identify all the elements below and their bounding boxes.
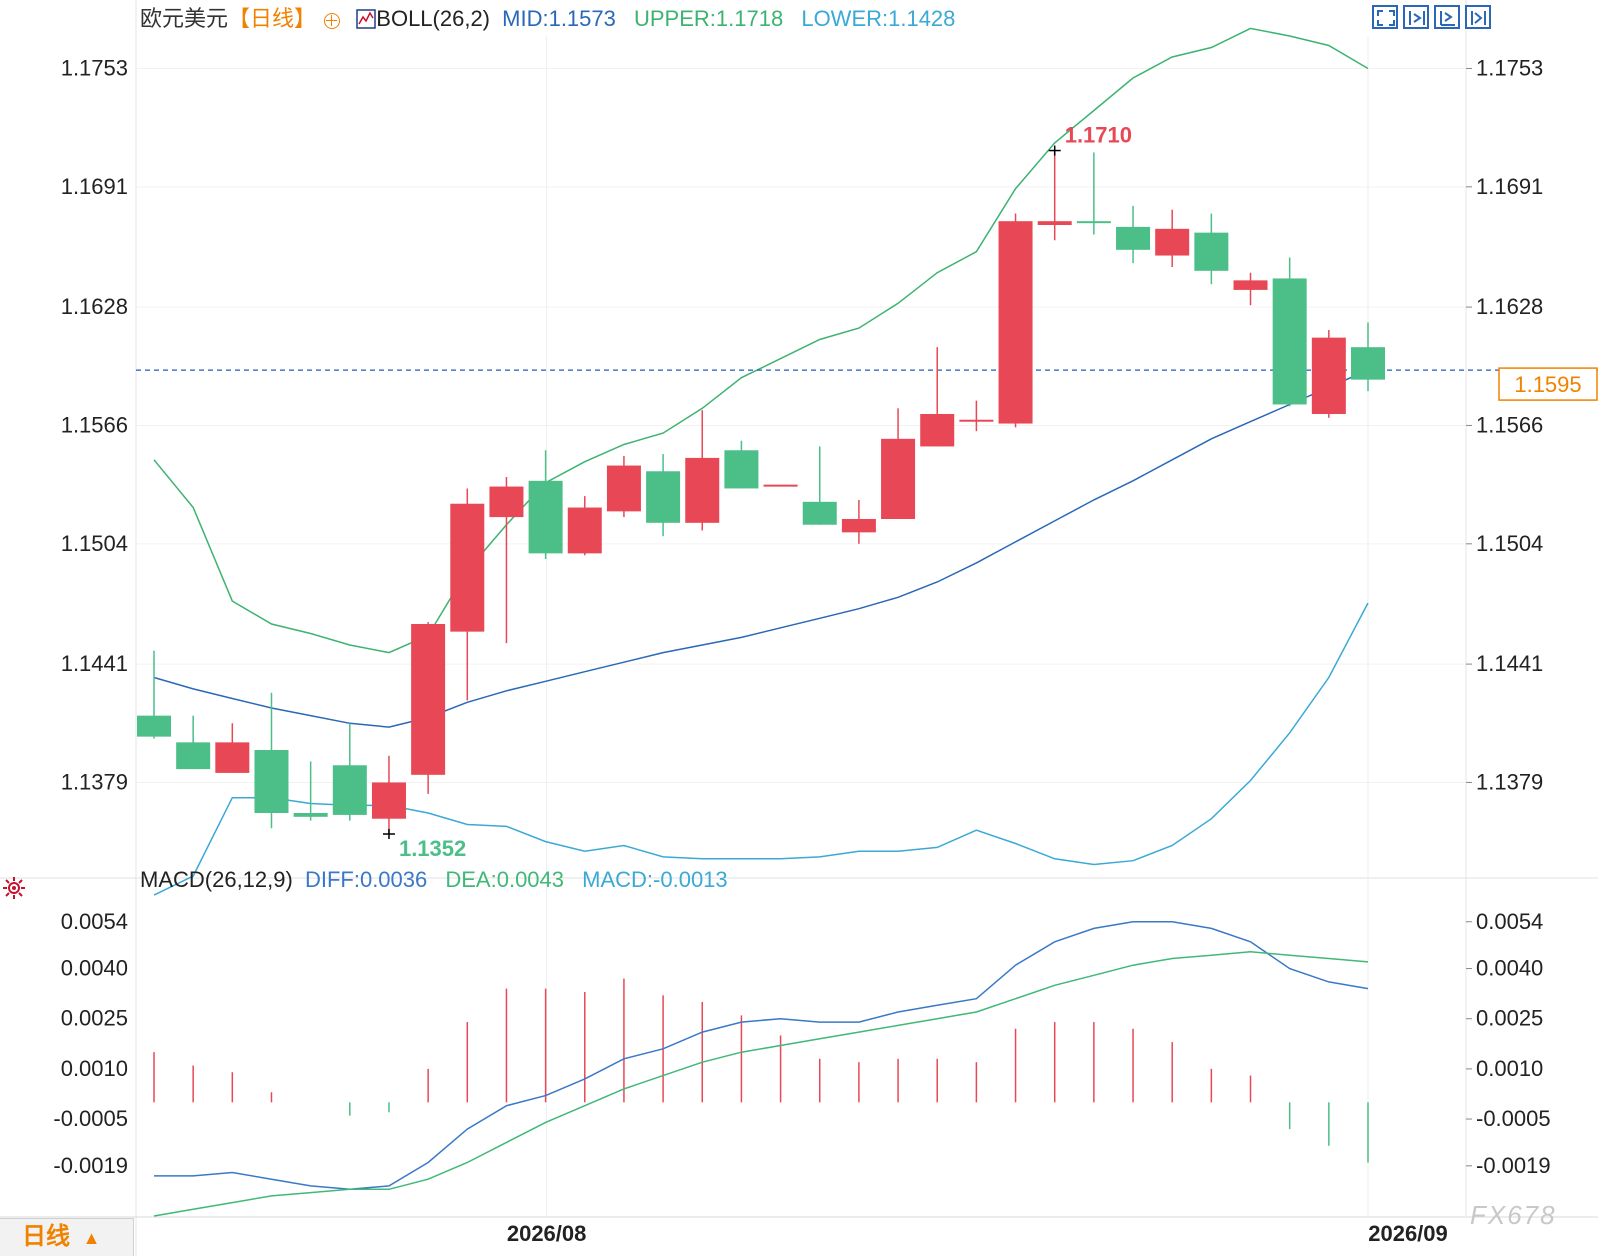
candle-body [1194,232,1229,271]
candle-body [998,221,1033,424]
candle-body [959,419,994,422]
macd-tick-right: -0.0005 [1476,1106,1551,1131]
candle-body [606,465,641,512]
price-tick-right: 1.1566 [1476,412,1543,437]
macd-header: MACD(26,12,9) DIFF:0.0036 DEA:0.0043 MAC… [140,867,728,893]
boll-upper-line [153,27,1369,654]
candle-body [411,624,446,775]
macd-settings-icon[interactable] [2,876,26,900]
candle-body [1076,221,1111,224]
candle-body [1272,278,1307,405]
add-indicator-icon[interactable] [324,13,341,29]
candle-body [1037,221,1072,225]
macd-tick-left: -0.0005 [53,1106,128,1131]
current-price-tag [1498,367,1598,401]
macd-tick-left: 0.0010 [61,1056,128,1081]
period-selector-label: 日线 [22,1223,70,1250]
main-chart-header: 欧元美元【日线】 BOLL(26,2) MID:1.1573 UPPER:1.1… [140,6,955,32]
candle-body [254,750,289,813]
candle-body [567,507,602,554]
price-tick-right: 1.1441 [1476,651,1543,676]
candle-body [450,503,485,632]
watermark-logo: FX678 [1470,1200,1557,1230]
price-tick-left: 1.1379 [61,769,128,794]
boll-lower-line [153,602,1369,896]
candle-body [724,450,759,489]
price-tick-right: 1.1753 [1476,55,1543,80]
price-tick-left: 1.1753 [61,55,128,80]
period-selector-button[interactable]: 日线 ▲ [0,1218,134,1256]
candle-body [646,471,681,523]
macd-tick-left: -0.0019 [53,1153,128,1178]
scroll-right-icon[interactable] [1434,5,1460,29]
instrument-name: 欧元美元 [140,6,229,31]
macd-tick-left: 0.0054 [61,909,128,934]
boll-label: BOLL(26,2) [376,6,491,31]
candle-body [685,457,720,523]
candle-body [293,813,328,817]
candle-body [371,782,406,819]
boll-mid-line [153,369,1369,728]
price-tick-right: 1.1379 [1476,769,1543,794]
candle-body [489,486,524,518]
boll-mid-value: MID:1.1573 [502,6,616,31]
macd-tick-right: 0.0054 [1476,909,1543,934]
macd-tick-right: 0.0040 [1476,956,1543,981]
macd-tick-right: -0.0019 [1476,1153,1551,1178]
candle-body [176,742,211,770]
candle-body [1311,337,1346,414]
macd-tick-left: 0.0040 [61,956,128,981]
candle-body [881,438,916,519]
candle-body [1155,228,1190,256]
macd-tick-left: 0.0025 [61,1006,128,1031]
boll-indicator-icon[interactable] [356,9,377,29]
price-tick-left: 1.1628 [61,294,128,319]
macd-label: MACD(26,12,9) [140,867,293,892]
current-price-label: 1.1595 [1514,372,1581,397]
price-tick-right: 1.1691 [1476,174,1543,199]
price-tick-left: 1.1691 [61,174,128,199]
candle-body [1116,226,1151,250]
candle-body [763,484,798,487]
macd-macd-value: MACD:-0.0013 [582,867,728,892]
macd-diff-value: DIFF:0.0036 [304,867,428,892]
candle-body [137,715,171,737]
high-marker-label: 1.1710 [1065,123,1132,148]
boll-upper-value: UPPER:1.1718 [634,6,784,31]
price-tick-left: 1.1566 [61,412,128,437]
period-tag: 【日线】 [228,6,317,31]
zoom-grid-icon[interactable] [1372,5,1398,29]
zoom-out-icon[interactable] [1403,5,1429,29]
candle-body [920,414,955,447]
triangle-up-icon: ▲ [82,1228,101,1248]
price-tick-left: 1.1504 [61,531,128,556]
date-label: 2026/08 [507,1221,587,1246]
price-tick-left: 1.1441 [61,651,128,676]
boll-lower-value: LOWER:1.1428 [801,6,956,31]
price-tick-right: 1.1504 [1476,531,1543,556]
candle-body [215,742,250,773]
candle-body [1351,347,1385,380]
date-label: 2026/09 [1368,1221,1448,1246]
candle-body [1233,280,1268,290]
candle-body [802,501,837,525]
scroll-end-icon[interactable] [1465,5,1491,29]
candle-body [332,765,367,815]
macd-dea-value: DEA:0.0043 [445,867,565,892]
macd-tick-right: 0.0025 [1476,1006,1543,1031]
low-marker-label: 1.1352 [399,836,466,861]
candle-body [841,519,876,533]
price-tick-right: 1.1628 [1476,294,1543,319]
macd-dea-line [153,951,1369,1217]
candle-body [528,480,563,554]
macd-diff-line [154,921,1369,1191]
macd-tick-right: 0.0010 [1476,1056,1543,1081]
